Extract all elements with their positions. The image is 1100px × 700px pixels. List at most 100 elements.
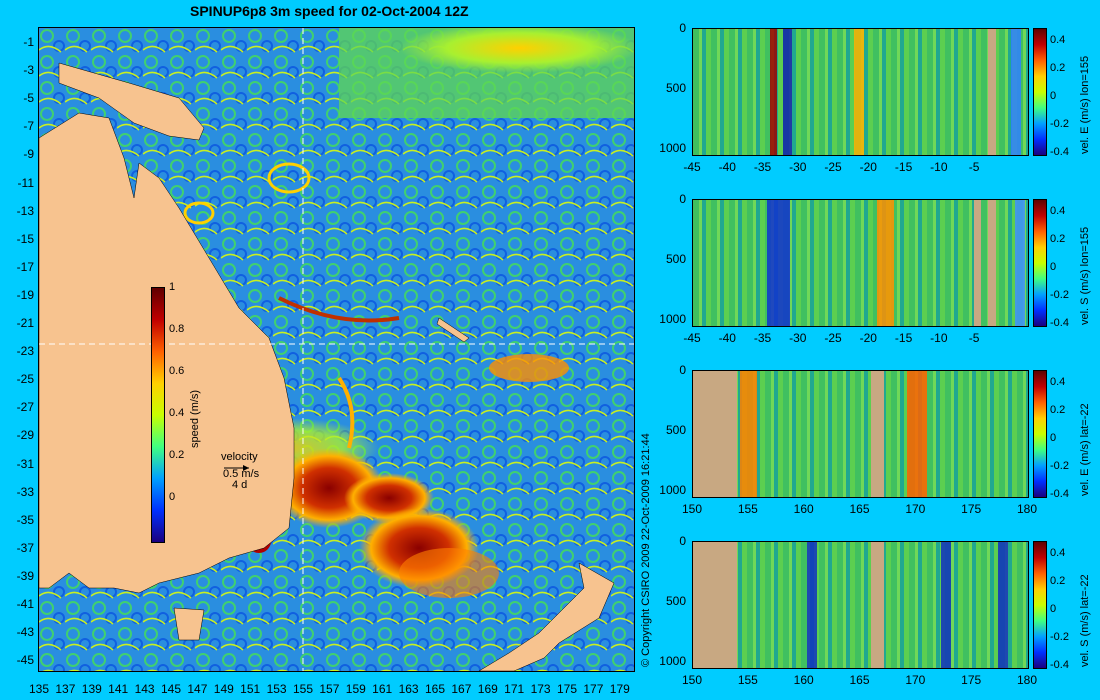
map-y-tick: -7 bbox=[23, 119, 34, 134]
section-cb-tick: -0.4 bbox=[1050, 659, 1069, 671]
section-y-tick: 500 bbox=[665, 594, 686, 608]
section-x-tick: 175 bbox=[961, 673, 982, 687]
map-y-tick: -19 bbox=[16, 287, 34, 302]
map-x-tick: 159 bbox=[345, 682, 366, 696]
section-colorbar bbox=[1033, 199, 1047, 327]
section-feature bbox=[1011, 29, 1022, 155]
velocity-key-speed: 0.5 m/s bbox=[223, 468, 260, 480]
map-x-tick: 135 bbox=[28, 682, 50, 696]
section-y-tick: 0 bbox=[679, 363, 686, 377]
section-cb-tick: 0.4 bbox=[1050, 205, 1066, 217]
section-panel-1 bbox=[692, 28, 1029, 156]
section-y-tick: 1000 bbox=[659, 654, 686, 668]
section-cb-tick: 0.2 bbox=[1050, 404, 1066, 416]
section-x-tick: 150 bbox=[681, 502, 703, 516]
map-x-tick: 171 bbox=[504, 682, 525, 696]
section-feature bbox=[877, 200, 894, 326]
section-panel-4 bbox=[692, 541, 1029, 669]
map-x-tick: 165 bbox=[424, 682, 446, 696]
map-y-tick: -39 bbox=[16, 568, 34, 583]
map-x-tick: 155 bbox=[292, 682, 314, 696]
cb-tick: 0.4 bbox=[169, 407, 185, 419]
land-png bbox=[58, 62, 205, 141]
section-feature bbox=[766, 200, 791, 326]
section-cb-tick: 0 bbox=[1050, 432, 1057, 444]
section-x-tick: -5 bbox=[968, 160, 980, 174]
section-x-tick: 170 bbox=[905, 673, 926, 687]
section-feature bbox=[907, 371, 928, 497]
map-y-tick: -21 bbox=[16, 316, 34, 330]
map-y-tick: -37 bbox=[16, 540, 34, 555]
section-cb-tick: -0.2 bbox=[1050, 631, 1069, 643]
map-x-tick: 139 bbox=[81, 682, 102, 696]
map-x-tick: 145 bbox=[160, 682, 182, 696]
map-x-tick: 163 bbox=[398, 682, 419, 696]
velocity-key-time: 4 d bbox=[232, 479, 248, 491]
land-tasmania bbox=[173, 607, 205, 641]
section-x-tick: 180 bbox=[1016, 673, 1038, 687]
section-feature bbox=[1014, 200, 1025, 326]
section-cb-tick: 0 bbox=[1050, 90, 1057, 102]
section-feature bbox=[987, 200, 997, 326]
section-x-tick: -25 bbox=[824, 331, 842, 345]
section-x-tick: -40 bbox=[718, 331, 736, 345]
map-x-tick: 167 bbox=[451, 682, 472, 696]
map-y-tick: -23 bbox=[16, 344, 34, 359]
section-x-tick: 160 bbox=[793, 502, 814, 516]
section-y-tick: 0 bbox=[679, 534, 686, 548]
map-y-tick: -35 bbox=[16, 512, 34, 527]
section-x-tick: -45 bbox=[683, 331, 701, 345]
section-feature bbox=[770, 29, 777, 155]
section-y-tick: 500 bbox=[665, 252, 686, 266]
section-colorbar bbox=[1033, 370, 1047, 498]
section-colorbar bbox=[1033, 541, 1047, 669]
section-x-tick: -15 bbox=[894, 160, 913, 174]
section-x-tick: 155 bbox=[737, 502, 758, 516]
map-x-tick: 151 bbox=[240, 682, 261, 696]
map-y-tick: -3 bbox=[23, 63, 34, 78]
map-x-tick: 173 bbox=[530, 682, 551, 696]
map-y-tick: -17 bbox=[16, 259, 34, 274]
section-panel-2 bbox=[692, 199, 1029, 327]
map-y-tick: -5 bbox=[23, 91, 34, 106]
section-y-tick: 0 bbox=[679, 21, 686, 35]
section-colorbar bbox=[1033, 28, 1047, 156]
section-x-tick: 155 bbox=[737, 673, 758, 687]
section-cb-tick: -0.4 bbox=[1050, 488, 1069, 500]
map-y-tick: -31 bbox=[16, 456, 34, 471]
section-cb-tick: 0 bbox=[1050, 261, 1057, 273]
section-cb-tick: -0.2 bbox=[1050, 118, 1069, 130]
section-cb-tick: 0.2 bbox=[1050, 233, 1066, 245]
section-x-tick: 165 bbox=[849, 673, 870, 687]
cb-tick: 1 bbox=[169, 281, 176, 293]
section-feature bbox=[974, 200, 982, 326]
section-feature bbox=[739, 371, 757, 497]
section-feature bbox=[853, 29, 864, 155]
section-y-tick: 1000 bbox=[659, 483, 686, 497]
section-cb-tick: 0 bbox=[1050, 603, 1057, 615]
section-cb-tick: -0.2 bbox=[1050, 289, 1069, 301]
section-x-tick: 180 bbox=[1016, 502, 1038, 516]
section-feature bbox=[783, 29, 792, 155]
section-x-tick: 175 bbox=[961, 502, 982, 516]
map-y-tick: -11 bbox=[17, 175, 34, 190]
section-x-tick: -15 bbox=[894, 331, 913, 345]
section-x-tick: -35 bbox=[753, 160, 772, 174]
map-y-tick: -13 bbox=[16, 203, 34, 218]
cb-tick: 0 bbox=[169, 491, 176, 503]
velocity-key-title: velocity bbox=[221, 451, 258, 463]
section-ylabel: vel. E (m/s) lat=-22 bbox=[1079, 403, 1091, 496]
map-x-tick: 141 bbox=[108, 682, 129, 696]
section-y-tick: 1000 bbox=[659, 312, 686, 326]
section-cb-tick: -0.2 bbox=[1050, 460, 1069, 472]
section-panel-3 bbox=[692, 370, 1029, 498]
map-x-tick: 177 bbox=[583, 682, 604, 696]
section-x-tick: -5 bbox=[968, 331, 980, 345]
cb-tick: 0.6 bbox=[169, 365, 185, 377]
map-y-tick: -41 bbox=[16, 597, 34, 611]
speed-map-svg bbox=[39, 28, 634, 671]
map-y-tick: -45 bbox=[16, 653, 34, 668]
section-x-tick: 150 bbox=[681, 673, 703, 687]
section-x-tick: -30 bbox=[789, 331, 807, 345]
section-x-tick: -45 bbox=[683, 160, 701, 174]
